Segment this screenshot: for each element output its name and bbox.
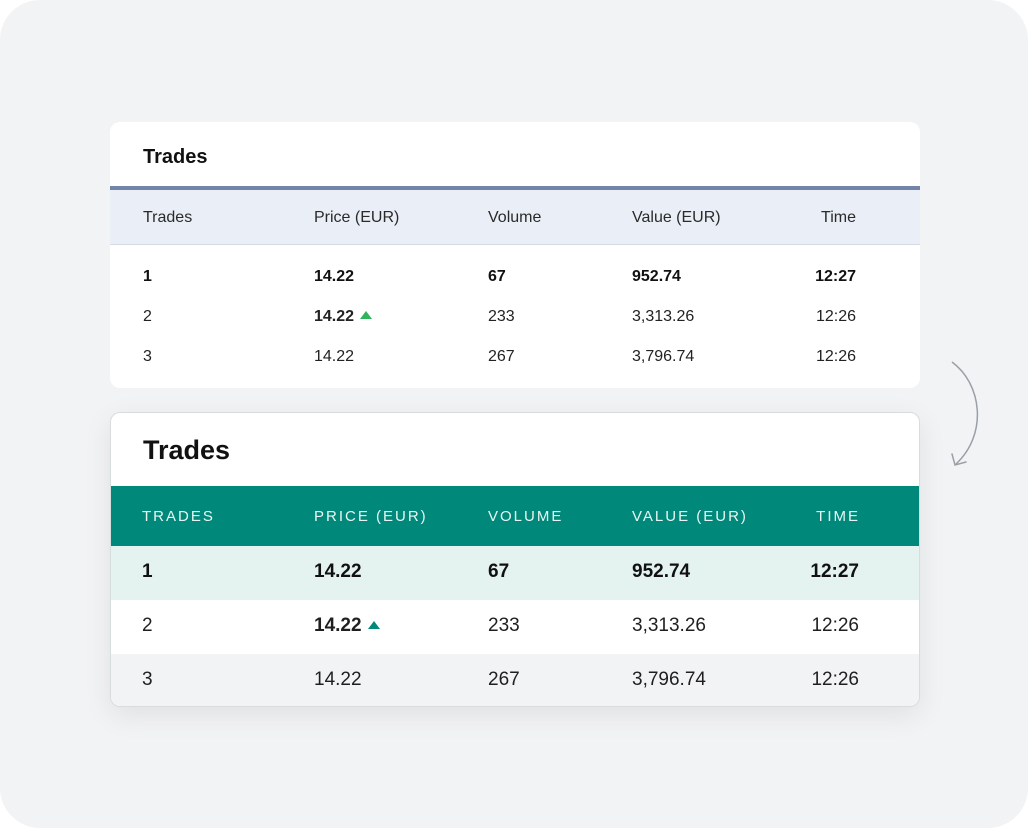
- cell-value: 3,313.26: [632, 308, 695, 325]
- cell-trades: 2: [142, 615, 153, 636]
- column-header-time[interactable]: TIME: [816, 508, 860, 525]
- cell-value: 3,796.74: [632, 348, 695, 365]
- cell-trades: 1: [142, 561, 153, 582]
- column-header-volume[interactable]: VOLUME: [488, 508, 564, 525]
- column-header-trades[interactable]: Trades: [143, 209, 193, 226]
- cell-value: 952.74: [632, 268, 681, 285]
- cell-trades: 3: [143, 348, 152, 365]
- cell-time: 12:26: [815, 308, 856, 325]
- table-row[interactable]: 2 14.22 233 3,313.26 12:26: [110, 298, 920, 338]
- cell-time: 12:26: [811, 669, 859, 690]
- cell-time: 12:26: [815, 348, 856, 365]
- cell-trades: 1: [143, 268, 152, 285]
- triangle-up-icon: [360, 311, 373, 319]
- column-header-volume[interactable]: Volume: [488, 209, 542, 226]
- cell-trades: 2: [143, 308, 152, 325]
- column-header-value[interactable]: Value (EUR): [632, 209, 721, 226]
- cell-price: 14.22: [314, 561, 362, 582]
- table-header: Trades Price (EUR) Volume Value (EUR) Ti…: [110, 186, 920, 245]
- cell-time: 12:26: [811, 615, 859, 636]
- table-row[interactable]: 1 14.22 67 952.74 12:27: [110, 258, 920, 298]
- cell-volume: 233: [488, 308, 515, 325]
- cell-value: 3,796.74: [632, 669, 706, 690]
- cell-price-up: 14.22: [314, 615, 380, 637]
- cell-value: 952.74: [632, 561, 691, 582]
- column-header-value[interactable]: VALUE (EUR): [632, 508, 748, 525]
- cell-volume: 267: [488, 669, 520, 690]
- curved-arrow-down-icon: [951, 361, 978, 466]
- triangle-up-icon: [367, 621, 380, 629]
- trades-card-new: Trades TRADES PRICE (EUR) VOLUME VALUE (…: [110, 412, 920, 707]
- column-header-time[interactable]: Time: [821, 209, 856, 226]
- cell-value: 3,313.26: [632, 615, 706, 636]
- card-title: Trades: [143, 435, 231, 465]
- table-row[interactable]: 2 14.22 233 3,313.26 12:26: [111, 600, 919, 654]
- cell-price: 14.22: [314, 348, 355, 365]
- cell-volume: 67: [488, 268, 506, 285]
- card-title: Trades: [143, 146, 208, 168]
- column-header-trades[interactable]: TRADES: [142, 508, 215, 525]
- column-header-price[interactable]: PRICE (EUR): [314, 508, 428, 525]
- table-row-highlighted[interactable]: 1 14.22 67 952.74 12:27: [111, 546, 919, 600]
- cell-price-up: 14.22: [314, 308, 373, 326]
- table-header: TRADES PRICE (EUR) VOLUME VALUE (EUR) TI…: [111, 486, 919, 546]
- cell-price: 14.22: [314, 669, 362, 690]
- cell-volume: 233: [488, 615, 520, 636]
- cell-time: 12:27: [815, 268, 856, 285]
- cell-price: 14.22: [314, 268, 355, 285]
- cell-trades: 3: [142, 669, 153, 690]
- table-row[interactable]: 3 14.22 267 3,796.74 12:26: [110, 338, 920, 378]
- table-row[interactable]: 3 14.22 267 3,796.74 12:26: [111, 654, 919, 706]
- cell-time: 12:27: [810, 561, 859, 582]
- cell-volume: 67: [488, 561, 510, 582]
- trades-card-old: Trades Trades Price (EUR) Volume Value (…: [110, 122, 920, 388]
- cell-volume: 267: [488, 348, 515, 365]
- price-value: 14.22: [314, 615, 362, 636]
- column-header-price[interactable]: Price (EUR): [314, 209, 400, 226]
- price-value: 14.22: [314, 308, 355, 325]
